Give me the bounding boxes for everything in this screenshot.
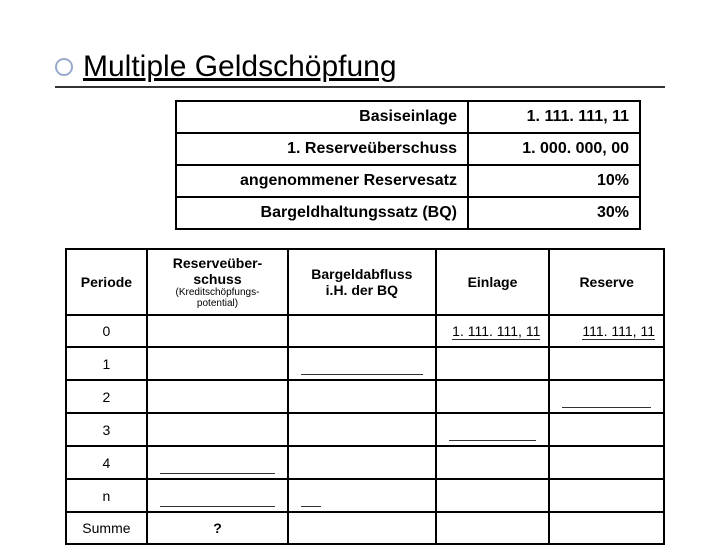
cell <box>147 479 288 512</box>
cell <box>436 413 550 446</box>
val: 1. 111. 111, 11 <box>452 323 540 340</box>
hdr-text: Bargeldabfluss i.H. der BQ <box>311 266 412 298</box>
cell <box>288 347 435 380</box>
table-row-summe: Summe ? <box>66 512 664 544</box>
cell <box>288 479 435 512</box>
blank-line <box>301 505 321 507</box>
params-table: Basiseinlage 1. 111. 111, 11 1. Reserveü… <box>175 100 641 230</box>
cell <box>436 380 550 413</box>
table-row: 3 <box>66 413 664 446</box>
table-row: n <box>66 479 664 512</box>
cell <box>288 315 435 347</box>
cell-periode: n <box>66 479 147 512</box>
cell <box>147 446 288 479</box>
blank-line <box>301 373 422 375</box>
col-bargeld: Bargeldabfluss i.H. der BQ <box>288 249 435 315</box>
cell <box>147 380 288 413</box>
cell <box>288 413 435 446</box>
cell-summe-label: Summe <box>66 512 147 544</box>
col-reserve: Reserve <box>549 249 664 315</box>
cell-summe-q: ? <box>147 512 288 544</box>
cell-reserve: 111. 111, 11 <box>549 315 664 347</box>
cell <box>288 380 435 413</box>
col-periode: Periode <box>66 249 147 315</box>
cell <box>288 446 435 479</box>
cell <box>436 446 550 479</box>
table-row: Bargeldhaltungssatz (BQ) 30% <box>176 197 640 229</box>
blank-line <box>160 472 275 474</box>
cell <box>147 315 288 347</box>
cell-periode: 4 <box>66 446 147 479</box>
blank-line <box>449 439 537 441</box>
param-label: 1. Reserveüberschuss <box>176 133 468 165</box>
col-reserveuber: Reserveüber- schuss (Kreditschöpfungs- p… <box>147 249 288 315</box>
param-value: 10% <box>468 165 640 197</box>
table-row: 4 <box>66 446 664 479</box>
hdr-text: Reserveüber- schuss <box>173 255 263 287</box>
table-row: angenommener Reservesatz 10% <box>176 165 640 197</box>
main-table: Periode Reserveüber- schuss (Kreditschöp… <box>65 248 665 545</box>
cell <box>436 512 550 544</box>
param-label: Bargeldhaltungssatz (BQ) <box>176 197 468 229</box>
param-value: 1. 111. 111, 11 <box>468 101 640 133</box>
title-row: Multiple Geldschöpfung <box>55 50 665 88</box>
cell <box>549 446 664 479</box>
cell-periode: 1 <box>66 347 147 380</box>
cell <box>436 479 550 512</box>
val: 111. 111, 11 <box>582 323 655 340</box>
cell-periode: 0 <box>66 315 147 347</box>
header-row: Periode Reserveüber- schuss (Kreditschöp… <box>66 249 664 315</box>
hdr-sub: (Kreditschöpfungs- potential) <box>154 287 281 309</box>
table-row: 0 1. 111. 111, 11 111. 111, 11 <box>66 315 664 347</box>
param-label: angenommener Reservesatz <box>176 165 468 197</box>
param-label: Basiseinlage <box>176 101 468 133</box>
cell <box>147 413 288 446</box>
table-row: 2 <box>66 380 664 413</box>
cell-periode: 2 <box>66 380 147 413</box>
cell <box>549 380 664 413</box>
blank-line <box>562 406 651 408</box>
col-einlage: Einlage <box>436 249 550 315</box>
cell <box>288 512 435 544</box>
table-row: 1 <box>66 347 664 380</box>
cell <box>436 347 550 380</box>
cell <box>549 512 664 544</box>
bullet-icon <box>55 58 73 76</box>
table-row: 1. Reserveüberschuss 1. 000. 000, 00 <box>176 133 640 165</box>
cell-periode: 3 <box>66 413 147 446</box>
cell <box>549 479 664 512</box>
table-row: Basiseinlage 1. 111. 111, 11 <box>176 101 640 133</box>
blank-line <box>160 505 275 507</box>
cell <box>549 413 664 446</box>
param-value: 1. 000. 000, 00 <box>468 133 640 165</box>
cell <box>549 347 664 380</box>
slide: Multiple Geldschöpfung Basiseinlage 1. 1… <box>0 0 720 545</box>
cell-einlage: 1. 111. 111, 11 <box>436 315 550 347</box>
cell <box>147 347 288 380</box>
param-value: 30% <box>468 197 640 229</box>
page-title: Multiple Geldschöpfung <box>83 50 397 84</box>
